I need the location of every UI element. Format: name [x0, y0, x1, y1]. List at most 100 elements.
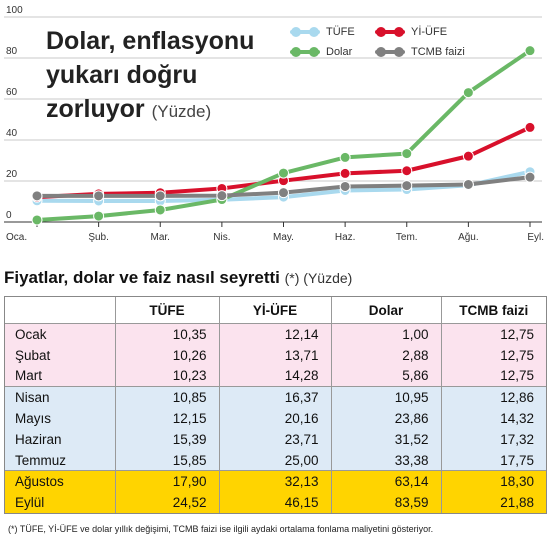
data-point-2 — [524, 45, 536, 57]
x-tick-label: Oca. — [6, 232, 27, 243]
row-value-cell: 32,13 — [219, 470, 332, 493]
row-month-cell: Ocak — [5, 322, 116, 345]
data-point-3 — [154, 190, 166, 202]
row-value-cell: 17,75 — [441, 449, 546, 471]
row-value-cell: 46,15 — [219, 492, 332, 513]
legend-item-tcmb: TCMB faizi — [375, 46, 465, 58]
table-row: Mart 10,23 14,28 5,86 12,75 — [5, 365, 546, 387]
data-point-2 — [339, 151, 351, 163]
table-row: Temmuz 15,85 25,00 33,38 17,75 — [5, 449, 546, 471]
data-point-2 — [462, 87, 474, 99]
row-value-cell: 15,39 — [115, 428, 220, 450]
row-value-cell: 12,15 — [115, 408, 220, 429]
row-value-cell: 14,28 — [219, 365, 332, 387]
row-value-cell: 17,32 — [441, 428, 546, 450]
y-tick-label: 20 — [6, 169, 18, 180]
data-point-1 — [524, 121, 536, 133]
table-title-text: Fiyatlar, dolar ve faiz nasıl seyretti — [4, 268, 280, 287]
y-tick-label: 100 — [6, 5, 23, 16]
row-value-cell: 23,71 — [219, 428, 332, 450]
legend-label-yiufe: Yİ-ÜFE — [411, 26, 448, 38]
row-month-cell: Haziran — [5, 428, 116, 450]
data-point-3 — [216, 190, 228, 202]
row-value-cell: 10,95 — [331, 386, 442, 409]
table-row: Şubat 10,26 13,71 2,88 12,75 — [5, 344, 546, 366]
x-tick-label: May. — [273, 232, 294, 243]
table-header-row: TÜFE Yİ-ÜFE Dolar TCMB faizi — [5, 297, 546, 324]
x-tick-label: Mar. — [151, 232, 170, 243]
legend-swatch-tcmb — [375, 46, 405, 58]
data-point-2 — [401, 148, 413, 160]
row-month-cell: Şubat — [5, 344, 116, 366]
x-tick-label: Ağu. — [458, 232, 479, 243]
table-row: Ocak 10,35 12,14 1,00 12,75 — [5, 322, 546, 345]
row-value-cell: 17,90 — [115, 470, 220, 493]
row-month-cell: Eylül — [5, 492, 116, 513]
data-point-2 — [93, 210, 105, 222]
row-value-cell: 2,88 — [331, 344, 442, 366]
chart-title-text: Dolar, enflasyonu yukarı doğru zorluyor — [46, 27, 255, 123]
row-value-cell: 20,16 — [219, 408, 332, 429]
table-title: Fiyatlar, dolar ve faiz nasıl seyretti (… — [4, 268, 352, 288]
data-point-3 — [339, 180, 351, 192]
data-point-3 — [524, 171, 536, 183]
data-point-2 — [278, 167, 289, 179]
legend-item-yiufe: Yİ-ÜFE — [375, 26, 447, 38]
legend-swatch-tufe — [290, 26, 320, 38]
row-value-cell: 10,23 — [115, 365, 220, 387]
line-chart: 0 20 40 60 80 100 Oca. Şub. Mar. Nis. May. Haz. Tem.… — [0, 0, 550, 262]
x-tick-label: Şub. — [88, 232, 109, 243]
x-tick-label: Tem. — [396, 232, 418, 243]
data-point-3 — [93, 190, 105, 202]
y-tick-label: 0 — [6, 210, 12, 221]
data-point-2 — [31, 214, 43, 226]
legend-label-tufe: TÜFE — [326, 26, 355, 38]
data-point-3 — [278, 187, 289, 199]
row-month-cell: Mart — [5, 365, 116, 387]
chart-unit: (Yüzde) — [151, 102, 212, 121]
data-table: TÜFE Yİ-ÜFE Dolar TCMB faizi Ocak 10,35 12… — [5, 297, 546, 513]
legend-label-tcmb: TCMB faizi — [411, 46, 465, 58]
row-value-cell: 15,85 — [115, 449, 220, 471]
row-value-cell: 24,52 — [115, 492, 220, 513]
footnote: (*) TÜFE, Yİ-ÜFE ve dolar yıllık değişim… — [8, 524, 434, 534]
table-row: Ağustos 17,90 32,13 63,14 18,30 — [5, 470, 546, 493]
y-tick-label: 60 — [6, 87, 18, 98]
x-tick-label: Nis. — [213, 232, 230, 243]
row-value-cell: 33,38 — [331, 449, 442, 471]
data-point-1 — [401, 165, 413, 177]
row-value-cell: 23,86 — [331, 408, 442, 429]
row-value-cell: 12,75 — [441, 344, 546, 366]
data-point-1 — [339, 167, 351, 179]
data-point-2 — [154, 204, 166, 216]
table-title-note: (*) (Yüzde) — [284, 270, 353, 286]
row-value-cell: 83,59 — [331, 492, 442, 513]
table-row: Eylül 24,52 46,15 83,59 21,88 — [5, 492, 546, 513]
data-point-3 — [31, 190, 43, 202]
row-month-cell: Ağustos — [5, 470, 116, 493]
row-value-cell: 16,37 — [219, 386, 332, 409]
legend-item-dolar: Dolar — [290, 46, 352, 58]
legend-label-dolar: Dolar — [326, 46, 353, 58]
row-value-cell: 31,52 — [331, 428, 442, 450]
y-tick-label: 40 — [6, 128, 18, 139]
header-yiufe: Yİ-ÜFE — [219, 297, 332, 324]
row-value-cell: 21,88 — [441, 492, 546, 513]
row-value-cell: 12,75 — [441, 322, 546, 345]
data-point-3 — [401, 180, 413, 192]
legend-swatch-dolar — [290, 46, 320, 58]
chart-title: Dolar, enflasyonu yukarı doğru zorluyor … — [46, 24, 286, 129]
x-tick-label: Haz. — [335, 232, 356, 243]
row-month-cell: Nisan — [5, 386, 116, 409]
legend-swatch-yiufe — [375, 26, 405, 38]
table-row: Mayıs 12,15 20,16 23,86 14,32 — [5, 408, 546, 429]
header-dolar: Dolar — [331, 297, 442, 324]
header-month — [5, 297, 116, 324]
row-value-cell: 10,35 — [115, 322, 220, 345]
row-value-cell: 5,86 — [331, 365, 442, 387]
row-value-cell: 63,14 — [331, 470, 442, 493]
row-month-cell: Temmuz — [5, 449, 116, 471]
header-tufe: TÜFE — [115, 297, 220, 324]
row-value-cell: 10,85 — [115, 386, 220, 409]
data-point-3 — [462, 178, 474, 190]
